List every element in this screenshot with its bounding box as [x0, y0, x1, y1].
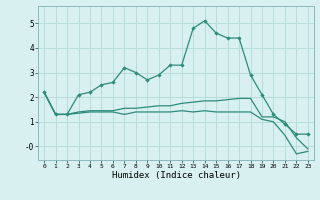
- X-axis label: Humidex (Indice chaleur): Humidex (Indice chaleur): [111, 171, 241, 180]
